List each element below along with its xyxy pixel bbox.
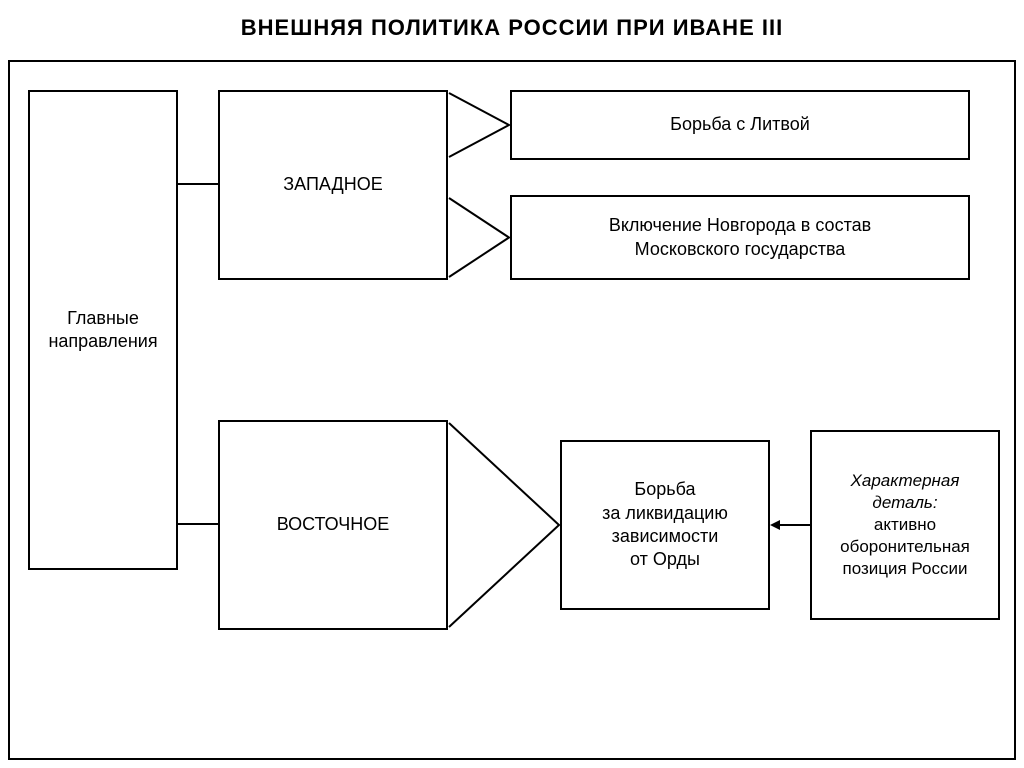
node-main-label: Главныенаправления xyxy=(48,307,157,354)
node-detail-italic: Характернаядеталь: xyxy=(851,471,960,512)
node-main-directions: Главныенаправления xyxy=(28,90,178,570)
node-litva-label: Борьба с Литвой xyxy=(670,113,810,136)
diagram-canvas: ВНЕШНЯЯ ПОЛИТИКА РОССИИ ПРИ ИВАНЕ III Гл… xyxy=(0,0,1024,768)
diagram-title: ВНЕШНЯЯ ПОЛИТИКА РОССИИ ПРИ ИВАНЕ III xyxy=(0,15,1024,41)
node-detail-label: Характернаядеталь: активнооборонительная… xyxy=(840,470,970,580)
arrow-detail-to-orda xyxy=(768,517,812,533)
arrow-to-novgorod xyxy=(448,197,510,278)
node-eastern: ВОСТОЧНОЕ xyxy=(218,420,448,630)
node-western: ЗАПАДНОЕ xyxy=(218,90,448,280)
title-text: ВНЕШНЯЯ ПОЛИТИКА РОССИИ ПРИ ИВАНЕ III xyxy=(241,15,783,40)
node-orda: Борьбаза ликвидациюзависимостиот Орды xyxy=(560,440,770,610)
node-detail: Характернаядеталь: активнооборонительная… xyxy=(810,430,1000,620)
node-novgorod-label: Включение Новгорода в составМосковского … xyxy=(609,214,871,261)
node-western-label: ЗАПАДНОЕ xyxy=(283,173,382,196)
connector-main-western xyxy=(178,183,218,185)
node-orda-label: Борьбаза ликвидациюзависимостиот Орды xyxy=(602,478,728,572)
node-detail-plain: активнооборонительнаяпозиция России xyxy=(840,515,970,578)
arrow-to-orda xyxy=(448,422,560,628)
node-eastern-label: ВОСТОЧНОЕ xyxy=(277,513,390,536)
arrow-to-litva xyxy=(448,92,510,158)
connector-main-eastern xyxy=(178,523,218,525)
node-litva: Борьба с Литвой xyxy=(510,90,970,160)
node-novgorod: Включение Новгорода в составМосковского … xyxy=(510,195,970,280)
